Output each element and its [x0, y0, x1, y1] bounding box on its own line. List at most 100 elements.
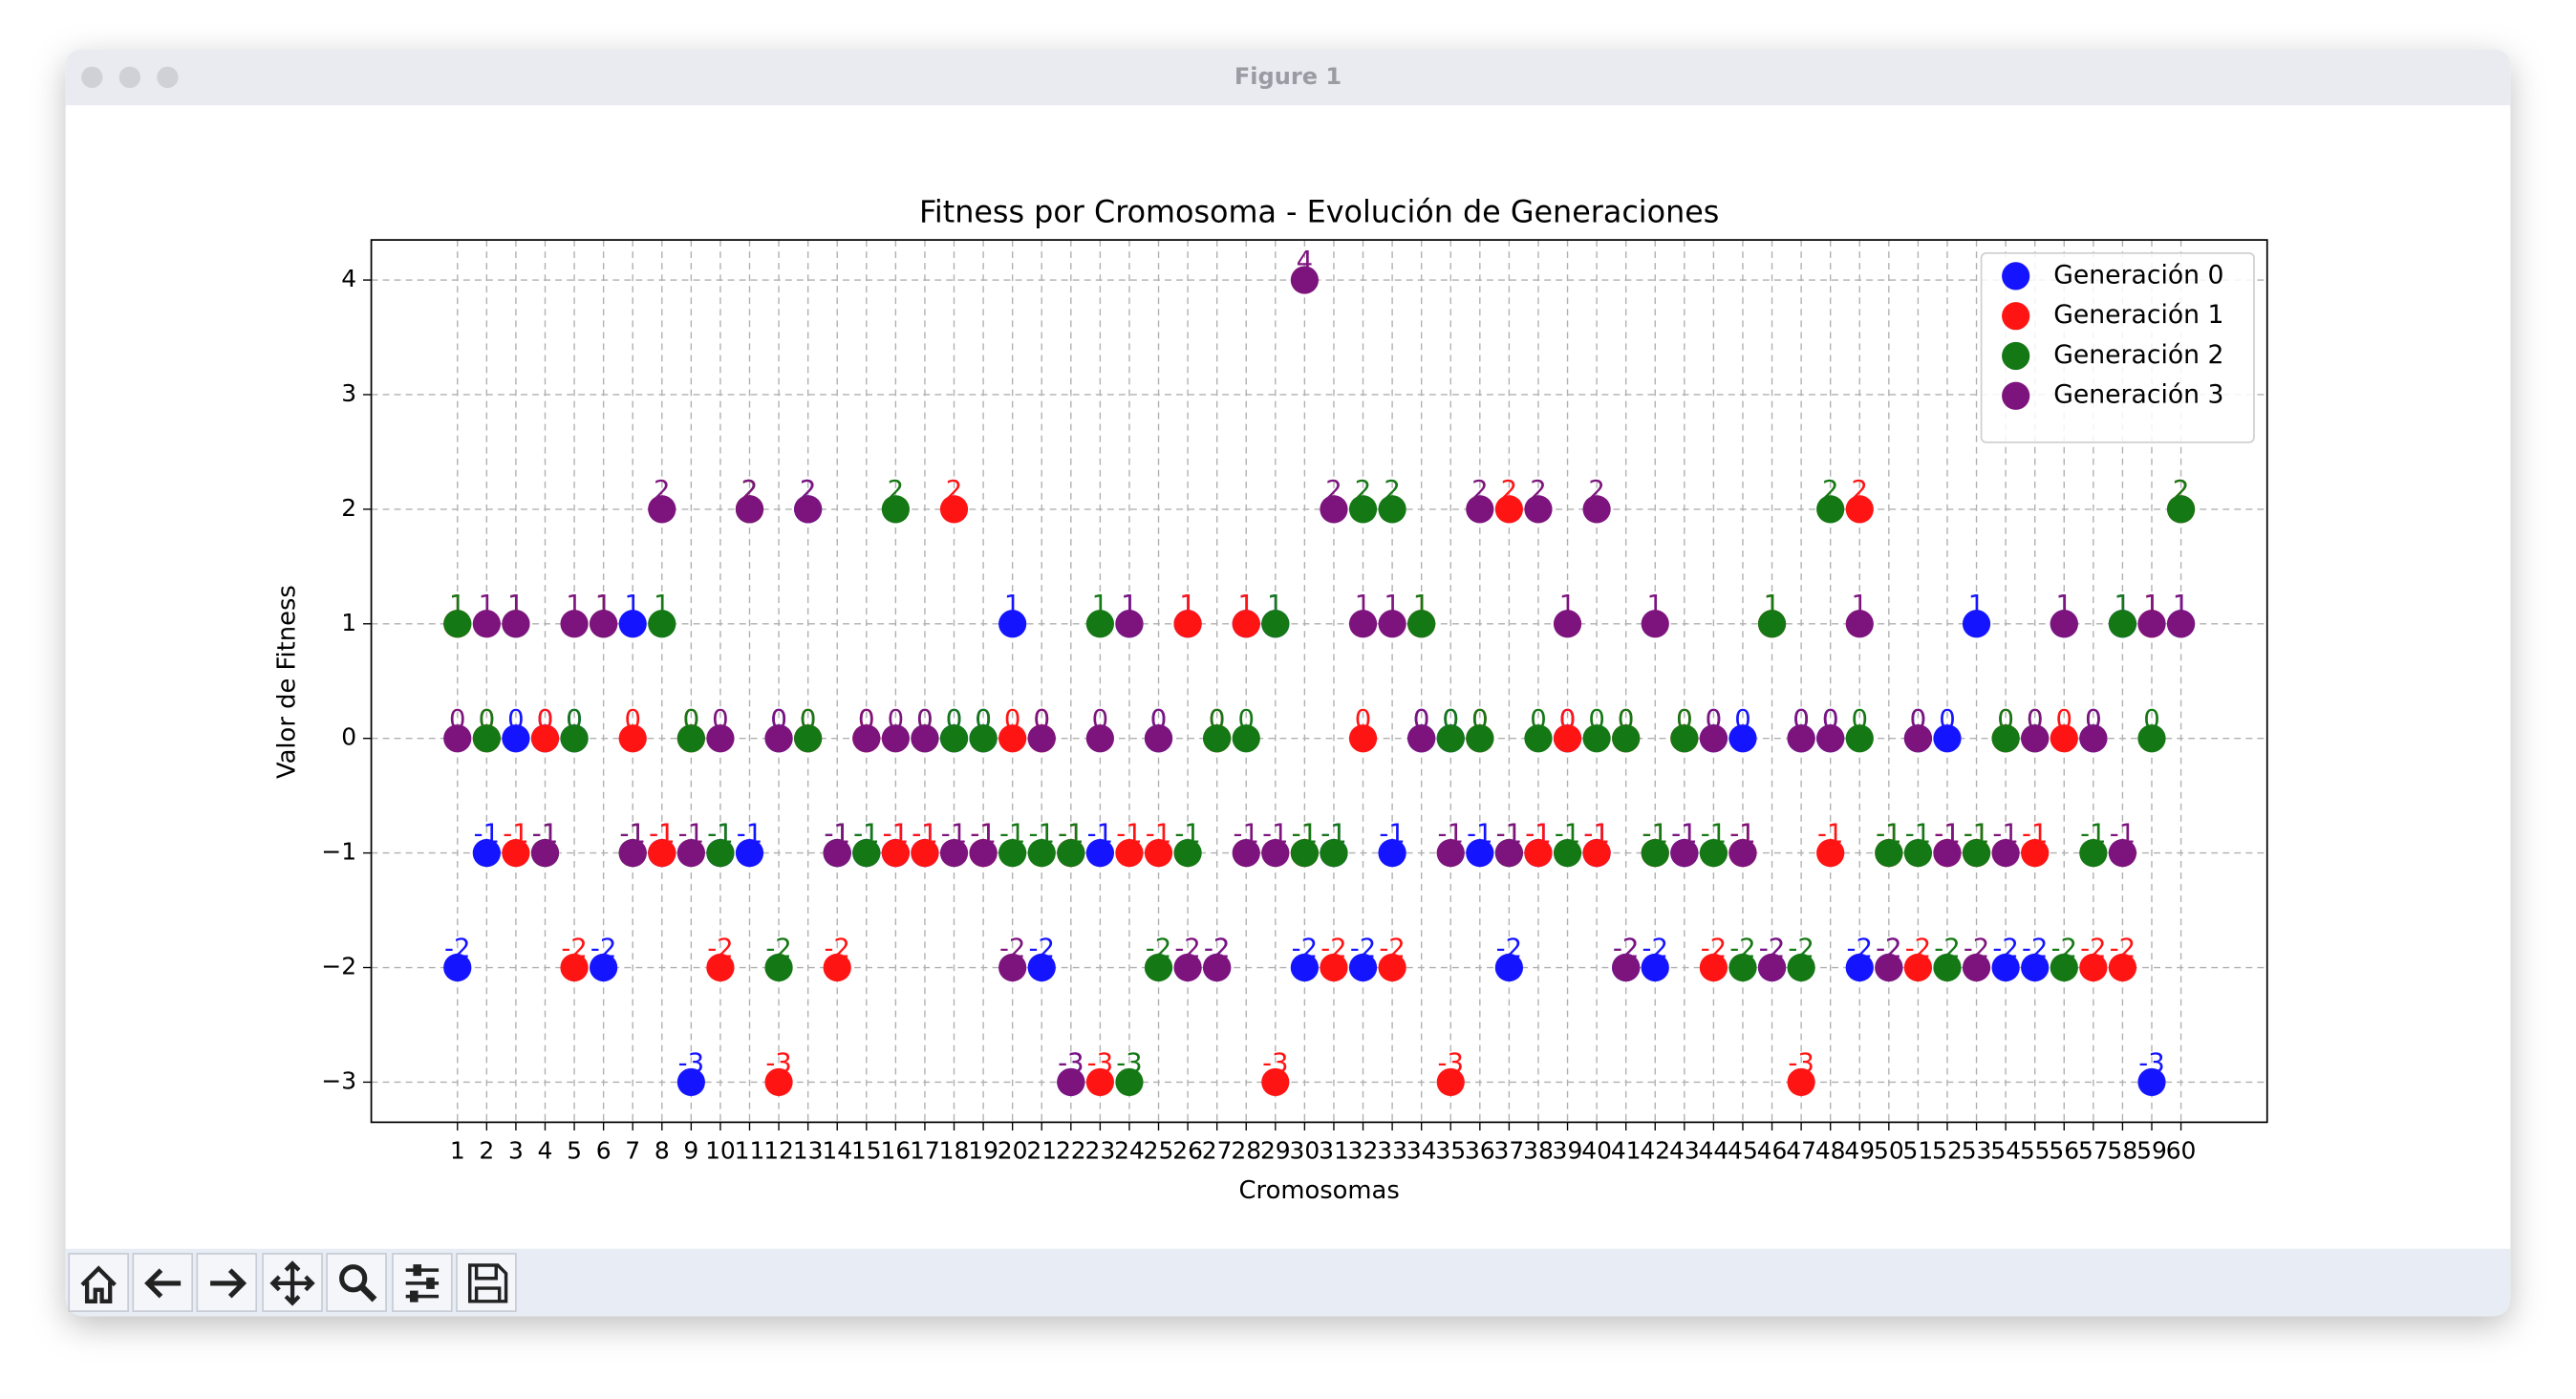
data-label: 1: [479, 590, 496, 620]
point: [1232, 838, 1260, 868]
data-label: -3: [765, 1048, 791, 1079]
point: [1085, 838, 1114, 868]
point: [1699, 953, 1728, 982]
point: [706, 953, 735, 982]
x-tick-label: 11: [735, 1136, 765, 1164]
point: [911, 724, 939, 753]
data-label: 2: [2173, 475, 2190, 506]
point: [1494, 495, 1524, 524]
x-tick-label: 39: [1553, 1136, 1583, 1164]
data-label: -1: [678, 819, 704, 850]
data-label: -2: [707, 934, 733, 964]
x-tick-label: 45: [1728, 1136, 1758, 1164]
x-tick-label: 9: [683, 1136, 698, 1164]
point: [1436, 838, 1465, 868]
point: [764, 1067, 793, 1097]
point: [502, 838, 530, 868]
data-label: -1: [1729, 819, 1755, 850]
data-label: -1: [825, 819, 850, 850]
data-label: -1: [1905, 819, 1931, 850]
close-button[interactable]: [81, 66, 103, 89]
data-label: -1: [737, 819, 762, 850]
point: [1173, 838, 1202, 868]
point: [1787, 1067, 1815, 1097]
minimize-button[interactable]: [118, 66, 141, 89]
x-tick-label: 38: [1523, 1136, 1554, 1164]
data-label: 1: [1852, 590, 1869, 620]
data-label: -2: [1701, 934, 1727, 964]
data-label: 1: [1092, 590, 1109, 620]
zoom-icon: [339, 1264, 368, 1293]
point: [1699, 838, 1728, 868]
data-label: -2: [1496, 934, 1522, 964]
point: [472, 610, 501, 638]
point: [1699, 724, 1728, 753]
point: [1553, 610, 1582, 638]
data-label: 2: [888, 475, 905, 506]
data-label: -1: [1467, 819, 1492, 850]
x-tick-label: 16: [881, 1136, 912, 1164]
point: [1261, 1067, 1290, 1097]
data-label: -3: [1087, 1048, 1113, 1079]
legend-box: [1980, 251, 2255, 443]
data-label: 2: [1588, 475, 1605, 506]
point: [1085, 724, 1114, 753]
legend-marker: [2002, 262, 2030, 291]
point: [1203, 953, 1232, 982]
point: [823, 953, 851, 982]
data-label: 1: [2143, 590, 2160, 620]
x-tick-label: 31: [1319, 1136, 1349, 1164]
point: [794, 495, 823, 524]
point: [1290, 266, 1319, 294]
point: [881, 838, 910, 868]
point: [618, 838, 647, 868]
x-tick-label: 51: [1903, 1136, 1934, 1164]
point: [472, 724, 501, 753]
x-tick-label: 17: [910, 1136, 940, 1164]
point: [530, 838, 560, 868]
point: [1816, 724, 1845, 753]
data-label: 0: [916, 704, 934, 735]
data-label: 2: [654, 475, 671, 506]
zoom-tool-button[interactable]: [326, 1253, 387, 1312]
point: [1173, 953, 1202, 982]
y-tick-label: 1: [341, 609, 356, 636]
data-label: 0: [1413, 704, 1430, 735]
save-icon: [468, 1263, 508, 1303]
point: [1903, 724, 1933, 753]
point: [1641, 838, 1669, 868]
data-label: -1: [1876, 819, 1901, 850]
data-label: -1: [1058, 819, 1084, 850]
x-tick-label: 20: [998, 1136, 1028, 1164]
data-label: -2: [590, 934, 616, 964]
x-tick-label: 10: [705, 1136, 736, 1164]
data-label: -2: [1379, 934, 1405, 964]
point: [1466, 838, 1494, 868]
point: [1115, 838, 1144, 868]
data-label: -1: [941, 819, 967, 850]
point: [1816, 838, 1845, 868]
data-label: 1: [507, 590, 525, 620]
data-label: -2: [1759, 934, 1785, 964]
back-icon: [144, 1268, 182, 1299]
zoom-button[interactable]: [157, 66, 179, 89]
plot: Fitness por Cromosoma - Evolución de Gen…: [272, 195, 2268, 1205]
data-label: -2: [444, 934, 470, 964]
point: [1903, 953, 1933, 982]
data-label: -2: [1905, 934, 1931, 964]
point: [1378, 838, 1406, 868]
x-tick-label: 47: [1786, 1136, 1816, 1164]
point: [881, 724, 910, 753]
point: [998, 953, 1027, 982]
home-button[interactable]: [68, 1253, 129, 1312]
slider-knob: [413, 1264, 422, 1277]
point: [706, 838, 735, 868]
data-label: -1: [1525, 819, 1551, 850]
point: [1144, 724, 1173, 753]
data-label: -2: [1847, 934, 1873, 964]
point: [1670, 724, 1699, 753]
point: [502, 724, 530, 753]
x-tick-label: 59: [2136, 1136, 2167, 1164]
y-tick-label: −2: [321, 953, 356, 980]
x-axis-label: Cromosomas: [1239, 1176, 1400, 1205]
